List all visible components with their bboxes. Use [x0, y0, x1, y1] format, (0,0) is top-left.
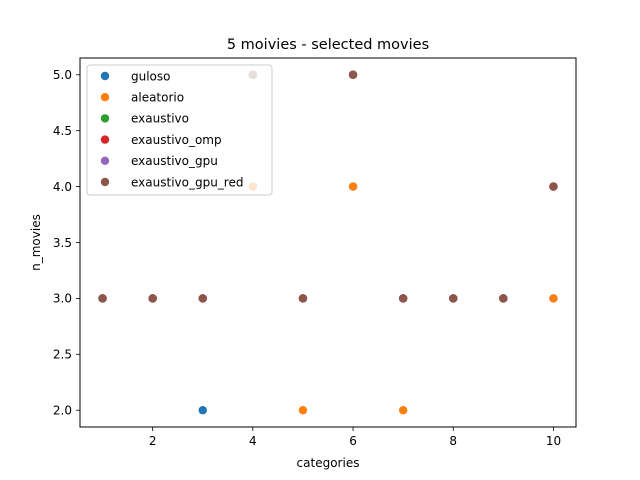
y-tick-label: 4.5 — [53, 124, 72, 138]
data-point — [449, 294, 458, 303]
x-tick-label: 8 — [449, 434, 457, 448]
legend-label: exaustivo_omp — [131, 133, 222, 147]
x-tick-label: 10 — [546, 434, 561, 448]
data-point — [549, 182, 558, 191]
data-point — [499, 294, 508, 303]
y-tick-label: 2.0 — [53, 404, 72, 418]
legend-label: exaustivo_gpu_red — [131, 175, 243, 189]
legend-label: exaustivo_gpu — [131, 154, 218, 168]
data-point — [98, 294, 107, 303]
legend-label: guloso — [131, 69, 171, 83]
x-tick-label: 2 — [149, 434, 157, 448]
x-tick-label: 4 — [249, 434, 257, 448]
y-tick-label: 4.0 — [53, 180, 72, 194]
legend-marker — [100, 93, 110, 102]
data-point — [348, 70, 358, 79]
y-tick-label: 5.0 — [53, 68, 72, 82]
data-point — [298, 294, 308, 303]
legend-marker — [100, 177, 110, 187]
data-point — [348, 182, 358, 191]
y-tick-label: 2.5 — [53, 348, 72, 362]
data-point — [398, 294, 408, 303]
data-point — [298, 406, 308, 415]
legend-marker — [100, 114, 110, 123]
x-tick-label: 6 — [349, 434, 357, 448]
data-point — [549, 294, 558, 303]
x-axis-label: categories — [297, 456, 360, 470]
legend-marker — [100, 71, 110, 81]
legend-box — [86, 64, 273, 196]
legend-label: exaustivo — [131, 112, 189, 126]
legend-marker — [100, 135, 110, 144]
legend-label: aleatorio — [131, 91, 184, 105]
data-point — [148, 294, 157, 303]
y-axis-label: n_movies — [29, 214, 43, 271]
legend: guloso aleatorio exaustivo exaustivo_ompexa… — [86, 64, 273, 196]
points-layer — [98, 70, 558, 415]
y-tick-label: 3.5 — [53, 236, 72, 250]
data-point — [198, 294, 207, 303]
ticks-layer: 2 4 6 8 10 2.0 2.5 3.0 3.5 4.0 4.5 5.0 — [53, 68, 561, 448]
legend-items: guloso aleatorio exaustivo exaustivo_ompexa… — [100, 69, 243, 189]
legend-marker — [100, 156, 110, 165]
y-tick-label: 3.0 — [53, 292, 72, 306]
plot-frame — [79, 57, 577, 428]
chart-title: 5 moivies - selected movies — [227, 37, 429, 53]
data-point — [198, 406, 207, 415]
data-point — [398, 406, 408, 415]
